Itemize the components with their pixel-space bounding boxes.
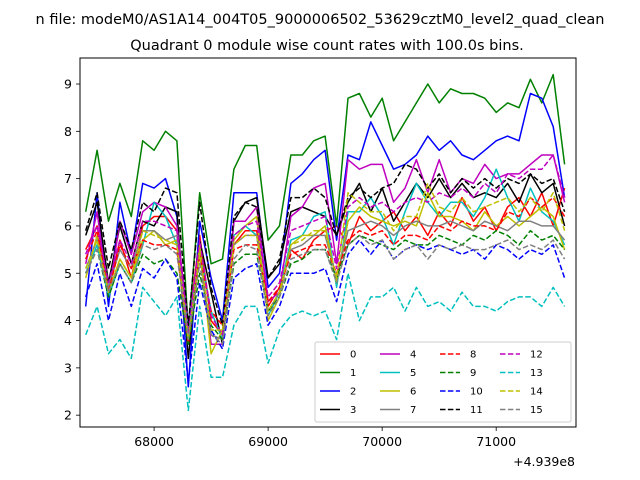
series-line-11 [84, 163, 566, 327]
series-line-5 [85, 168, 566, 341]
series-line-14 [85, 182, 566, 341]
legend-label-13: 13 [530, 368, 543, 379]
series-line-1 [84, 73, 566, 331]
series-line-3 [84, 173, 566, 360]
legend-label-12: 12 [530, 350, 543, 361]
y-tick-label: 2 [64, 408, 72, 423]
x-tick-label: 71000 [476, 434, 516, 449]
legend-label-14: 14 [530, 387, 543, 398]
legend-label-15: 15 [530, 405, 543, 416]
legend-label-5: 5 [410, 368, 416, 379]
series-line-7 [85, 220, 566, 341]
y-tick-label: 8 [64, 124, 72, 139]
legend-label-11: 11 [470, 405, 483, 416]
y-tick-label: 7 [64, 171, 72, 186]
legend-label-10: 10 [470, 387, 483, 398]
axes-group: 68000 69000 70000 71000 2 3 4 5 6 7 8 9 [64, 77, 516, 449]
series-line-2 [84, 92, 566, 388]
y-tick-label: 4 [64, 313, 72, 328]
chart-title: Quadrant 0 module wise count rates with … [130, 38, 524, 54]
legend-box [314, 341, 572, 423]
y-tick-label: 6 [64, 218, 72, 233]
legend-label-9: 9 [470, 368, 476, 379]
y-tick-label: 5 [64, 266, 72, 281]
series-line-10 [84, 239, 566, 383]
y-tick-label: 3 [64, 360, 72, 375]
series-line-13 [85, 272, 566, 412]
y-tick-label: 9 [64, 77, 72, 92]
legend-label-2: 2 [350, 387, 356, 398]
series-line-8 [85, 196, 566, 345]
series-line-4 [84, 154, 566, 345]
x-offset-label: +4.939e8 [513, 454, 575, 469]
plot-frame [79, 57, 577, 428]
x-tick-label: 69000 [248, 434, 288, 449]
x-tick-label: 68000 [134, 434, 174, 449]
legend-label-7: 7 [410, 405, 416, 416]
series-line-15 [85, 234, 566, 345]
series-group [84, 73, 566, 412]
legend-label-1: 1 [350, 368, 356, 379]
legend-label-6: 6 [410, 387, 416, 398]
series-line-12 [85, 154, 566, 336]
legend-label-4: 4 [410, 350, 416, 361]
legend-label-3: 3 [350, 405, 356, 416]
series-line-0 [85, 187, 566, 336]
legend-label-0: 0 [350, 350, 356, 361]
legend-label-8: 8 [470, 350, 476, 361]
chart-suptitle: n file: modeM0/AS1A14_004T05_9000006502_… [36, 12, 605, 28]
x-tick-label: 70000 [362, 434, 402, 449]
